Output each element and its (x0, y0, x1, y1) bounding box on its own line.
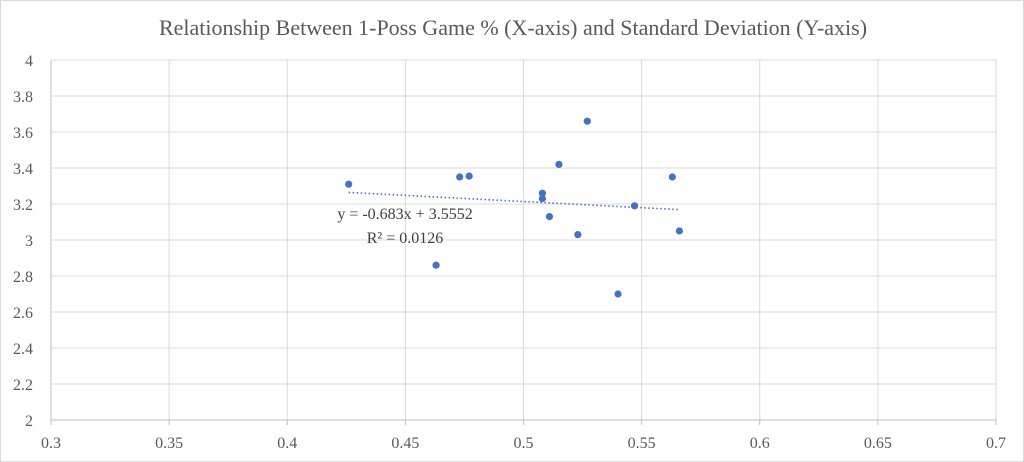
data-point (456, 173, 464, 181)
data-point (465, 172, 473, 180)
y-tick-label: 3 (25, 233, 33, 250)
data-point (555, 160, 563, 168)
data-point (675, 227, 684, 235)
x-tick-label: 0.7 (986, 435, 1006, 452)
grid (50, 59, 997, 421)
y-tick-label: 3.4 (13, 161, 33, 178)
data-point (574, 231, 582, 239)
data-point (668, 173, 676, 181)
data-point (630, 202, 639, 210)
data-point (583, 117, 591, 125)
axes: 2 2.2 2.4 2.6 2.8 3 3.2 3.4 3.6 3.8 4 0.3 0.35 0.4 0.4… (13, 53, 1006, 452)
data-point (345, 180, 353, 188)
y-tick-label: 3.8 (13, 89, 33, 106)
trendline-r-squared: R² = 0.0126 (367, 230, 444, 247)
y-tick-label: 2 (25, 413, 33, 430)
y-tick-label: 3.6 (13, 125, 33, 142)
x-tick-label: 0.55 (628, 435, 656, 452)
y-tick-label: 2.2 (13, 377, 33, 394)
chart-title: Relationship Between 1-Poss Game % (X-ax… (159, 15, 867, 40)
data-points (345, 117, 684, 298)
data-point (538, 195, 547, 203)
y-tick-label: 2.4 (13, 341, 33, 358)
x-tick-label: 0.35 (155, 435, 183, 452)
data-point (545, 213, 554, 221)
trendline-equation: y = -0.683x + 3.5552 (337, 206, 472, 223)
x-tick-label: 0.4 (277, 435, 297, 452)
y-tick-label: 2.6 (13, 305, 33, 322)
y-tick-label: 4 (25, 53, 33, 70)
y-tick-label: 3.2 (13, 197, 33, 214)
x-tick-label: 0.45 (391, 435, 419, 452)
x-tick-label: 0.3 (41, 435, 61, 452)
x-tick-label: 0.6 (750, 435, 770, 452)
x-tick-label: 0.5 (514, 435, 534, 452)
y-tick-label: 2.8 (13, 269, 33, 286)
data-point (614, 290, 622, 298)
x-tick-label: 0.65 (864, 435, 892, 452)
data-point (538, 189, 547, 197)
data-point (432, 261, 440, 269)
